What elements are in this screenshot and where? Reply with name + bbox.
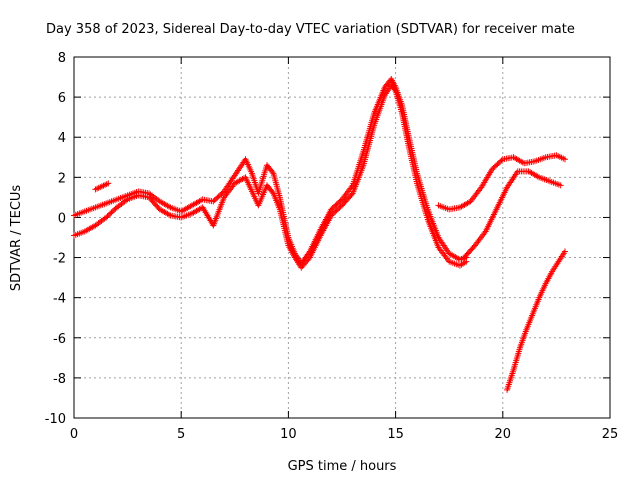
data-point [103,214,110,221]
series-track-f [92,180,112,193]
series-track-c [435,152,568,213]
data-point [491,163,498,170]
y-tick-label: 6 [58,91,66,106]
data-point [561,156,568,163]
x-tick-label: 25 [602,427,619,442]
data-point [333,207,340,214]
data-point [104,213,111,220]
data-point [489,166,496,173]
data-point [332,208,339,215]
data-point [107,210,114,217]
x-tick-label: 0 [70,427,78,442]
plot-frame [73,56,611,419]
data-point [328,206,335,213]
y-tick-label: -4 [53,292,66,307]
ticks: 0 5 10 15 20 25 -10 -8 -6 -4 -2 0 2 4 6 8 [45,51,619,442]
data-point [490,165,497,172]
data-point [211,197,218,204]
data-point [348,191,355,198]
data-point [108,209,115,216]
data-point [269,189,276,196]
series-track-a [71,76,470,267]
y-tick-label: 2 [58,171,66,186]
data-point [494,161,501,168]
data-point [105,211,112,218]
y-tick-label: -8 [53,372,66,387]
grid [74,57,610,418]
series-track-e [504,248,568,393]
data-point [213,195,220,202]
data-point [215,193,222,200]
data-point [330,203,337,210]
data-points [71,76,568,393]
data-point [495,160,502,167]
data-point [330,209,337,216]
series-track-d [461,168,564,261]
chart-title: Day 358 of 2023, Sidereal Day-to-day VTE… [46,22,575,37]
y-tick-label: 8 [58,51,66,66]
x-tick-label: 5 [177,427,185,442]
y-tick-label: 0 [58,211,66,226]
data-point [328,212,335,219]
data-point [336,204,343,211]
data-point [337,197,344,204]
data-point [497,158,504,165]
data-point [557,182,564,189]
series-track-b [71,82,470,271]
data-point [498,157,505,164]
data-point [269,168,276,175]
x-tick-label: 15 [387,427,404,442]
data-point [336,198,343,205]
data-point [217,192,224,199]
data-point [109,208,116,215]
y-tick-label: 4 [58,131,66,146]
data-point [493,162,500,169]
data-point [337,203,344,210]
data-point [334,200,341,207]
data-point [332,202,339,209]
data-point [334,206,341,213]
data-point [463,258,470,265]
x-tick-label: 10 [280,427,297,442]
data-point [210,198,217,205]
data-point [329,205,336,212]
data-point [305,255,312,262]
data-point [214,194,221,201]
data-point [111,206,118,213]
data-point [329,211,336,218]
data-point [333,201,340,208]
data-point [105,180,112,187]
x-axis-label: GPS time / hours [288,459,397,474]
x-tick-label: 20 [495,427,512,442]
y-tick-label: -6 [53,332,66,347]
y-tick-label: -2 [53,252,66,267]
data-point [561,248,568,255]
y-axis-label: SDTVAR / TECUs [9,185,24,292]
data-point [218,190,225,197]
y-tick-label: -10 [45,412,66,427]
